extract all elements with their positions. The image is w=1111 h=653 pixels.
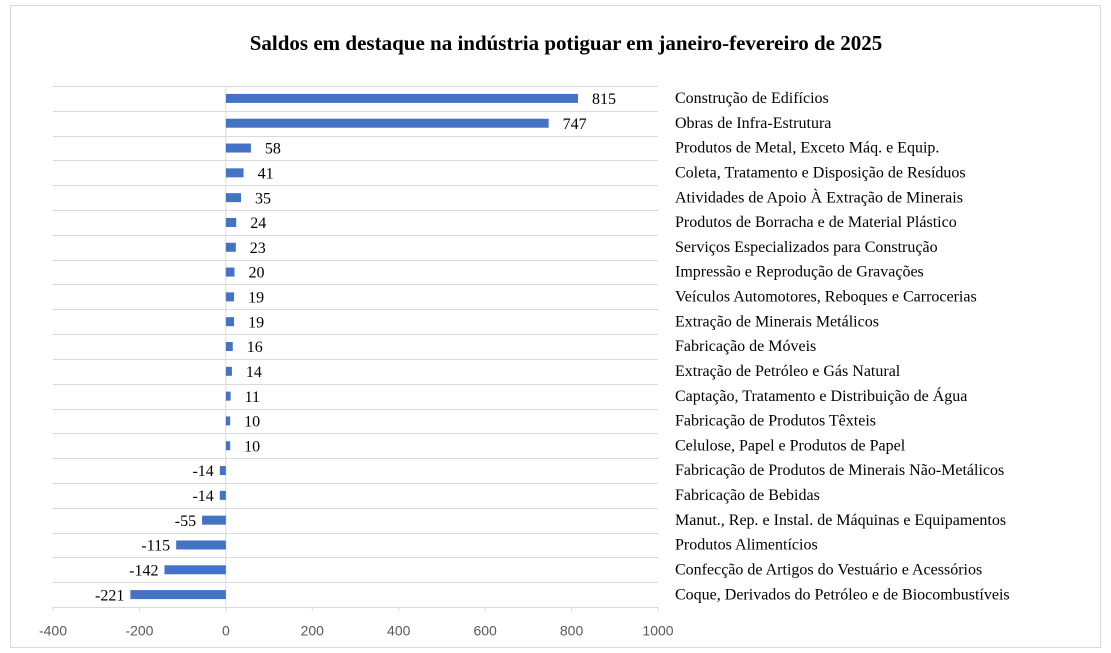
x-tick-label: -400	[39, 623, 67, 639]
category-label: Fabricação de Produtos Têxteis	[675, 413, 876, 430]
value-label: 19	[248, 314, 264, 331]
bar	[225, 242, 236, 252]
x-tick-label: 600	[473, 623, 497, 639]
value-label: 10	[244, 414, 260, 431]
value-label: 16	[247, 339, 263, 356]
value-label: 24	[250, 215, 266, 232]
category-label: Fabricação de Produtos de Minerais Não-M…	[675, 462, 1004, 479]
value-label: 815	[592, 91, 616, 108]
x-tick-label: 0	[222, 623, 230, 639]
bar	[202, 515, 226, 525]
category-label: Atividades de Apoio À Extração de Minera…	[675, 187, 963, 206]
value-label: 20	[249, 265, 265, 282]
bar	[225, 168, 244, 178]
value-label: 19	[248, 290, 264, 307]
category-label: Construção de Edifícios	[675, 90, 829, 107]
bar	[130, 590, 226, 600]
bar	[225, 342, 233, 351]
bar	[219, 490, 226, 500]
category-label: Produtos de Metal, Exceto Máq. e Equip.	[675, 140, 939, 157]
bar	[225, 93, 579, 103]
category-label: Serviços Especializados para Construção	[675, 239, 938, 256]
bar	[219, 466, 226, 476]
category-label: Manut., Rep. e Instal. de Máquinas e Equ…	[675, 512, 1006, 529]
bar	[225, 366, 232, 376]
bar	[225, 292, 235, 302]
bar	[225, 441, 231, 451]
bar	[225, 217, 237, 227]
category-label: Produtos Alimentícios	[675, 537, 818, 554]
x-tick-label: 200	[301, 623, 325, 639]
category-label: Obras de Infra-Estrutura	[675, 115, 831, 132]
value-label: 41	[258, 166, 274, 183]
x-tick-label: 800	[560, 623, 584, 639]
bar	[225, 193, 241, 203]
bar	[164, 565, 226, 575]
value-label: -221	[95, 587, 124, 604]
category-label: Veículos Automotores, Reboques e Carroce…	[675, 289, 977, 306]
value-label: 35	[255, 190, 271, 207]
bar	[225, 391, 231, 401]
x-tick-label: -200	[125, 623, 153, 639]
category-label: Fabricação de Bebidas	[675, 487, 820, 504]
category-label: Extração de Petróleo e Gás Natural	[675, 363, 901, 380]
category-label: Captação, Tratamento e Distribuição de Á…	[675, 386, 967, 405]
category-label: Celulose, Papel e Produtos de Papel	[675, 437, 906, 454]
bar	[225, 317, 235, 327]
category-label: Coque, Derivados do Petróleo e de Biocom…	[675, 586, 1010, 603]
value-label: 747	[563, 116, 587, 133]
category-label: Confecção de Artigos do Vestuário e Aces…	[675, 561, 982, 578]
category-label: Produtos de Borracha e de Material Plást…	[675, 214, 957, 231]
bar	[225, 416, 231, 426]
value-label: -14	[192, 488, 213, 505]
value-label: 14	[246, 364, 262, 381]
value-label: 23	[250, 240, 266, 257]
chart-title: Saldos em destaque na indústria potiguar…	[250, 31, 883, 55]
value-label: -142	[129, 562, 158, 579]
bar	[225, 118, 549, 128]
bar	[176, 540, 226, 550]
value-label: 11	[245, 389, 260, 406]
category-label: Impressão e Reprodução de Gravações	[675, 264, 924, 281]
bar	[225, 143, 251, 153]
value-label: 10	[244, 438, 260, 455]
x-tick-label: 1000	[642, 623, 673, 639]
category-label: Coleta, Tratamento e Disposição de Resíd…	[675, 165, 966, 182]
x-tick-label: 400	[387, 623, 411, 639]
value-label: -55	[175, 513, 196, 530]
value-label: -14	[192, 463, 213, 480]
category-label: Fabricação de Móveis	[675, 338, 816, 355]
category-label: Extração de Minerais Metálicos	[675, 313, 879, 330]
bar	[225, 267, 235, 277]
value-label: 58	[265, 141, 281, 158]
value-label: -115	[141, 538, 170, 555]
